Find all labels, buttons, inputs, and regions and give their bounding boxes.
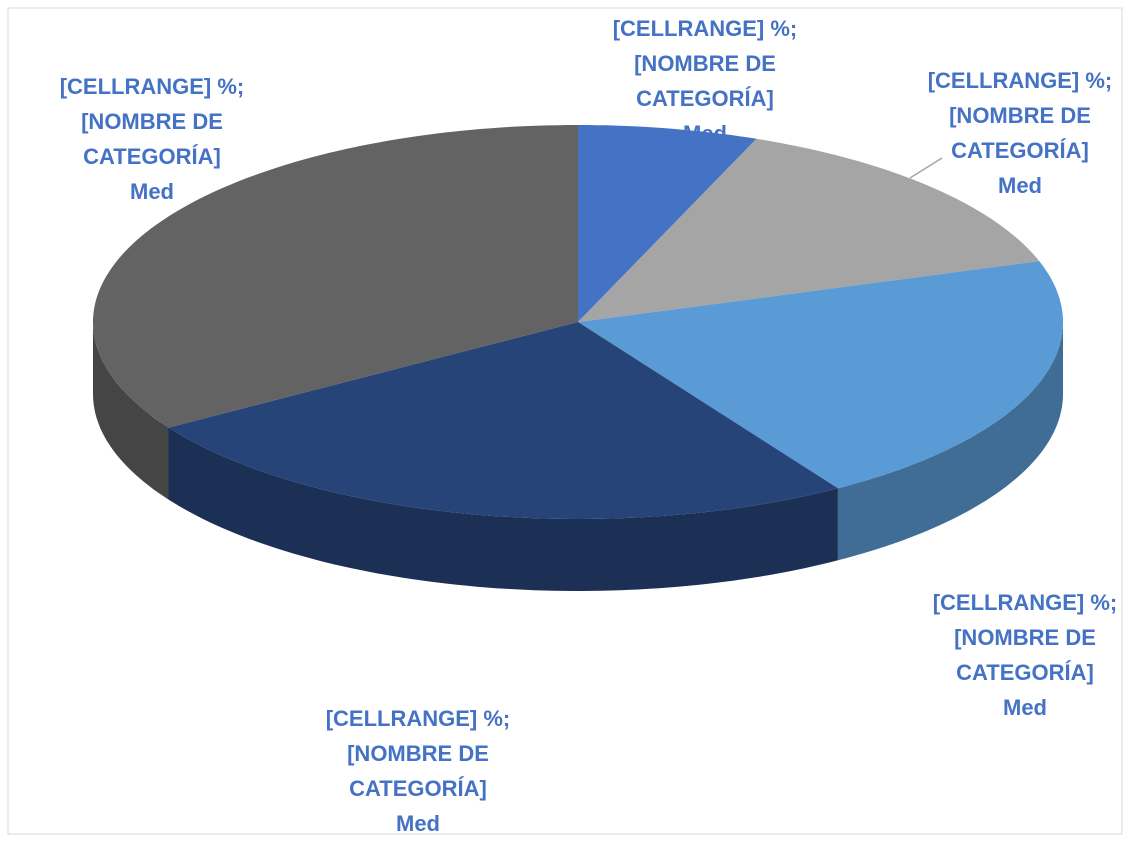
data-label: [CELLRANGE] %; bbox=[933, 590, 1118, 615]
data-label: CATEGORÍA] bbox=[636, 86, 774, 111]
chart-border bbox=[7, 7, 1123, 835]
slice-side bbox=[837, 322, 1063, 561]
slice-side bbox=[93, 322, 169, 500]
data-label: [CELLRANGE] %; bbox=[326, 706, 511, 731]
data-label: CATEGORÍA] bbox=[956, 660, 1094, 685]
slice bbox=[168, 322, 838, 519]
data-label: Med bbox=[683, 121, 727, 146]
data-label: Med bbox=[998, 173, 1042, 198]
data-label: CATEGORÍA] bbox=[349, 776, 487, 801]
slice bbox=[93, 125, 578, 428]
data-labels: [CELLRANGE] %; [NOMBRE DE CATEGORÍA] Med [CE… bbox=[60, 16, 1118, 836]
data-label: Med bbox=[130, 179, 174, 204]
data-label: CATEGORÍA] bbox=[951, 138, 1089, 163]
data-label: [CELLRANGE] %; bbox=[613, 16, 798, 41]
data-label: [NOMBRE DE bbox=[81, 109, 223, 134]
pie-tops bbox=[93, 125, 1063, 519]
data-label: [CELLRANGE] %; bbox=[60, 74, 245, 99]
data-label: [NOMBRE DE bbox=[347, 741, 489, 766]
leader-line bbox=[909, 157, 943, 179]
data-label: [NOMBRE DE bbox=[634, 51, 776, 76]
pie-sides bbox=[93, 322, 1063, 591]
slice bbox=[578, 138, 1040, 322]
data-label: Med bbox=[1003, 695, 1047, 720]
data-label: [CELLRANGE] %; bbox=[928, 68, 1113, 93]
data-label: CATEGORÍA] bbox=[83, 144, 221, 169]
slice-side bbox=[168, 427, 838, 591]
slice bbox=[578, 261, 1063, 489]
data-label: [NOMBRE DE bbox=[954, 625, 1096, 650]
slice bbox=[578, 125, 757, 322]
data-label: [NOMBRE DE bbox=[949, 103, 1091, 128]
data-label: Med bbox=[396, 811, 440, 836]
